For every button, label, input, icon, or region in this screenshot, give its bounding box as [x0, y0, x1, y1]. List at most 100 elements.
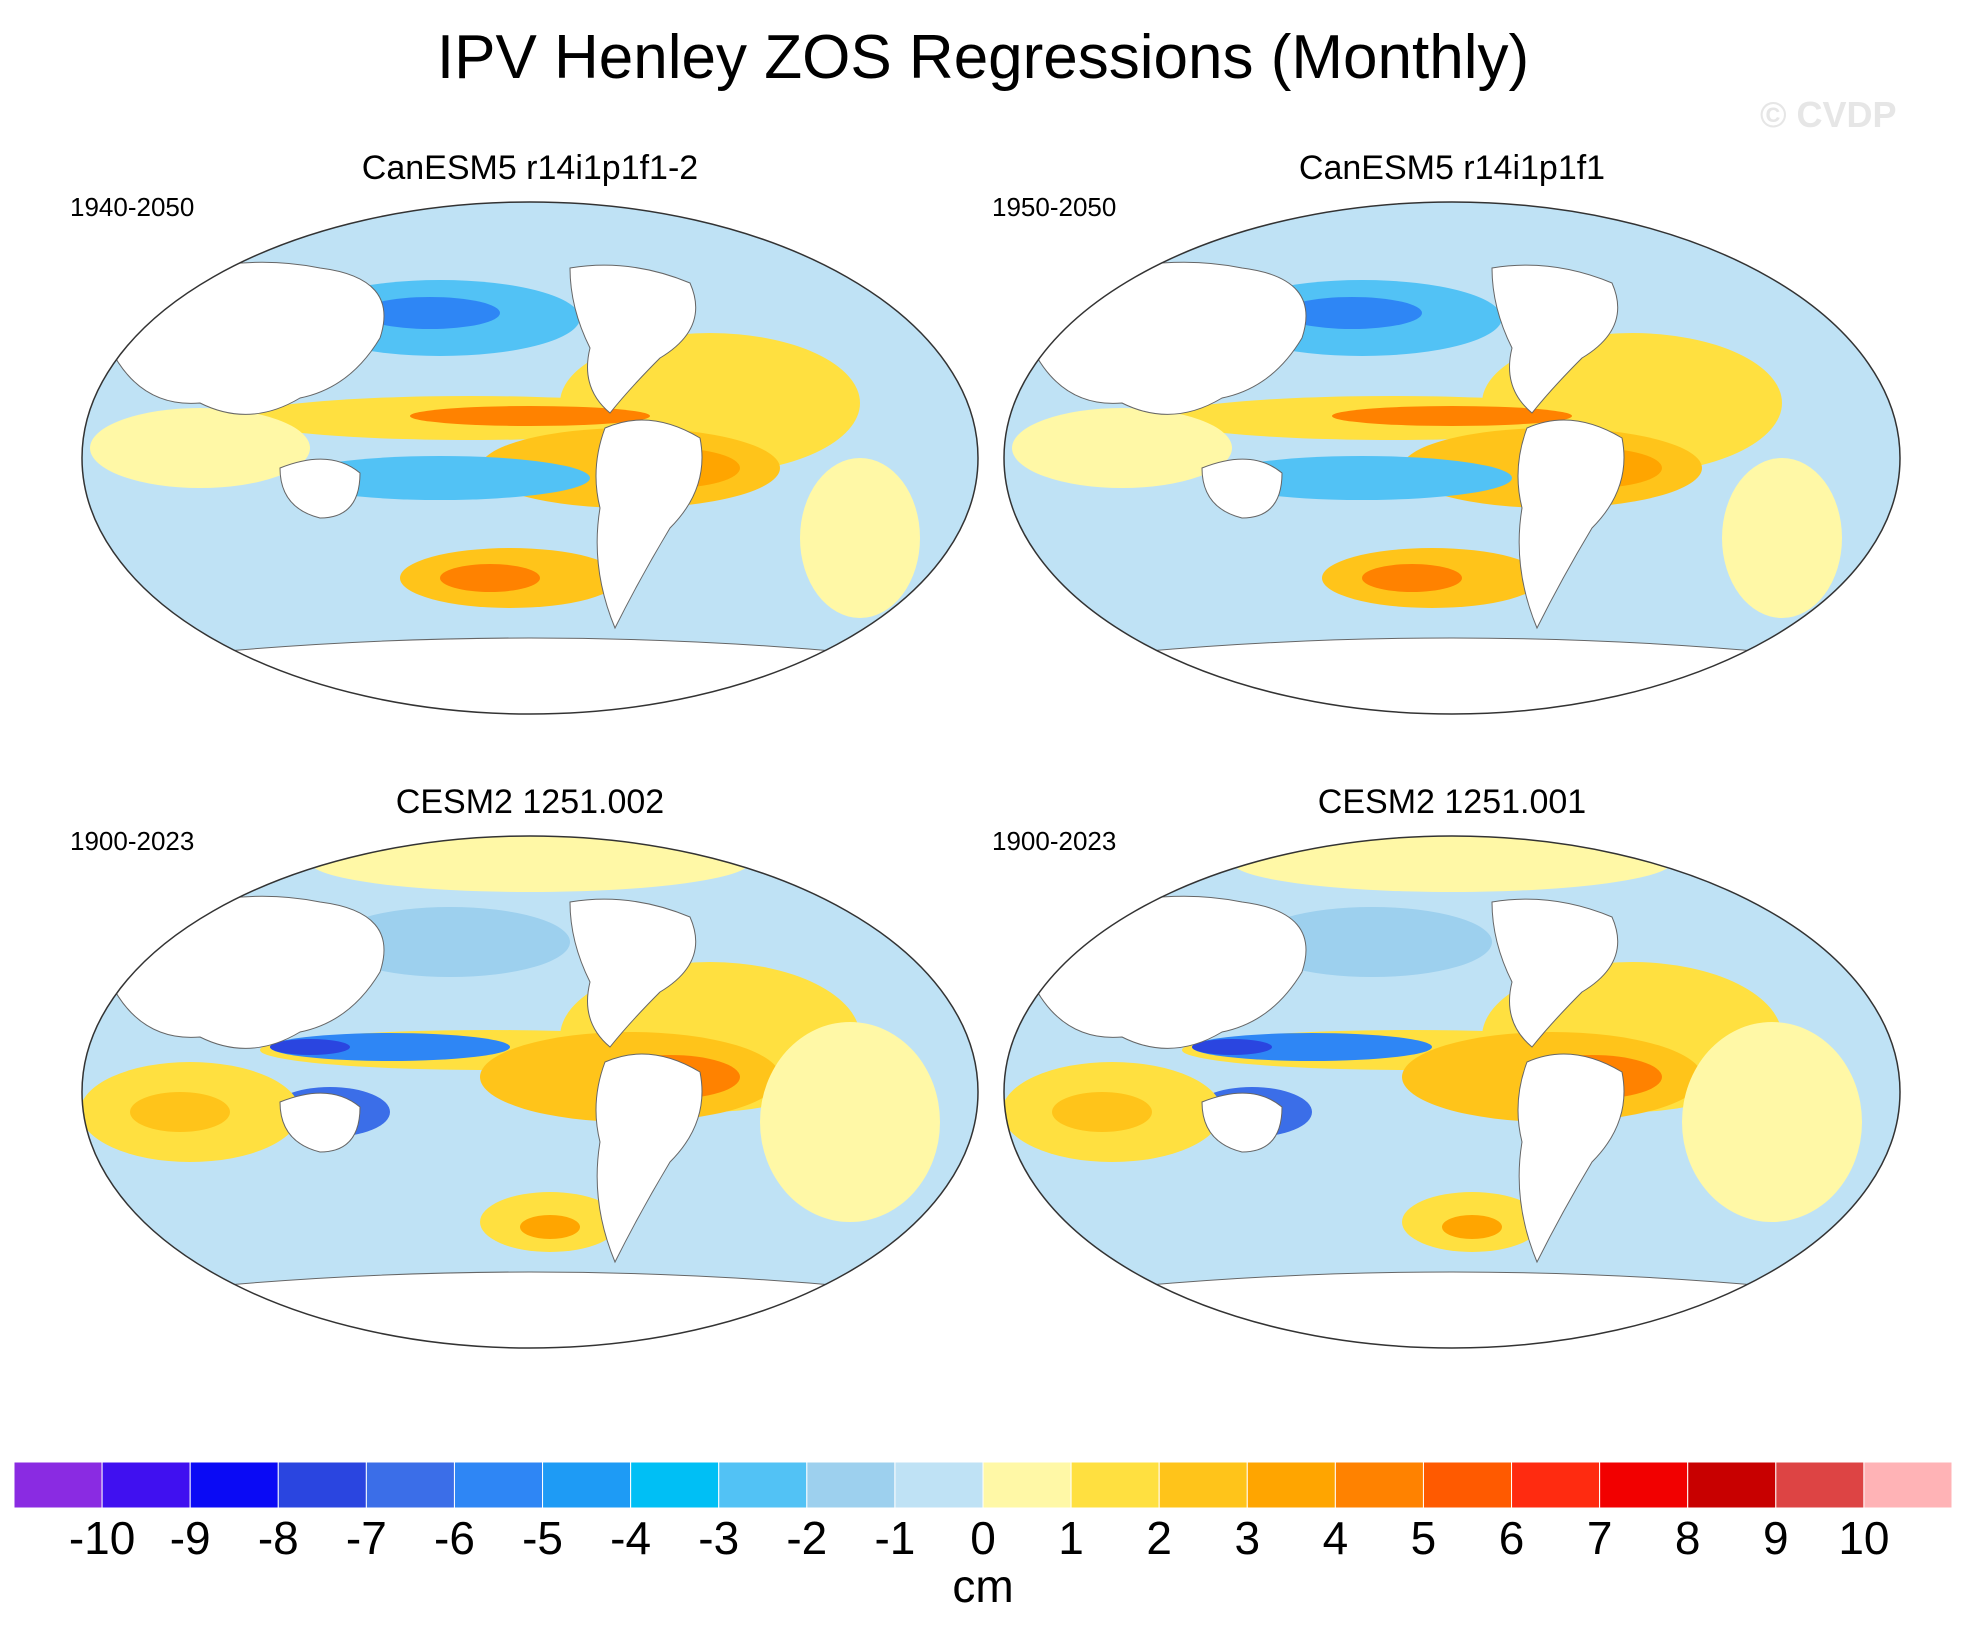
colorbar-tick-label: -5: [522, 1512, 563, 1564]
sw-pacific-negative: [1212, 456, 1512, 500]
indian-ocean-positive: [1012, 408, 1232, 488]
colorbar-tick-label: 3: [1234, 1512, 1261, 1564]
colorbar-swatch: [277, 1462, 367, 1508]
panel-4: CESM2 1251.001 1900-2023: [992, 782, 1912, 1362]
regression-map: [1003, 835, 1901, 1349]
colorbar-swatch: [1863, 1462, 1952, 1508]
indian-ocean-core: [1052, 1092, 1152, 1132]
colorbar-tick-label: 9: [1763, 1512, 1789, 1564]
colorbar-tick-label: -7: [345, 1512, 387, 1564]
nw-pacific-negative: [1252, 907, 1492, 977]
north-america-land: [569, 898, 697, 1048]
colorbar-swatch: [1422, 1462, 1513, 1508]
colorbar-swatch: [806, 1462, 896, 1508]
equatorial-core: [410, 406, 650, 426]
panel-period: 1900-2023: [992, 826, 1117, 856]
colorbar-tick-label: 1: [1058, 1512, 1084, 1564]
panel-3: CESM2 1251.002 1900-2023: [70, 782, 990, 1362]
cvdp-watermark: © CVDP: [1760, 94, 1897, 135]
west-pacific-core: [1192, 1039, 1272, 1055]
colorbar-swatch: [1246, 1462, 1336, 1508]
colorbar-tick-label: -4: [610, 1512, 652, 1564]
north-america-land: [1491, 898, 1619, 1048]
australia-land: [279, 1092, 361, 1153]
atlantic-positive: [800, 458, 920, 618]
regression-map: [81, 201, 979, 715]
arctic-positive: [310, 836, 750, 892]
south-america-land: [1517, 419, 1625, 630]
colorbar-swatch: [1334, 1462, 1424, 1508]
colorbar: [14, 1462, 1952, 1508]
colorbar-units: cm: [952, 1560, 1014, 1612]
figure-title: IPV Henley ZOS Regressions (Monthly): [436, 23, 1530, 92]
south-pacific-core: [1442, 1215, 1502, 1239]
colorbar-swatch: [453, 1462, 544, 1508]
nw-pacific-core: [1282, 297, 1422, 329]
west-pacific-negative: [270, 1033, 510, 1061]
colorbar-swatch: [1511, 1462, 1601, 1508]
colorbar-swatch: [1158, 1462, 1248, 1508]
colorbar-tick-label: 4: [1322, 1512, 1349, 1564]
panel-2: CanESM5 r14i1p1f1 1950-2050: [992, 148, 1912, 728]
colorbar-tick-label: 2: [1146, 1512, 1172, 1564]
colorbar-tick-label: -8: [257, 1512, 299, 1564]
panel-title: CESM2 1251.001: [1317, 783, 1587, 821]
indian-ocean-positive: [90, 408, 310, 488]
colorbar-tick-label: 5: [1410, 1512, 1437, 1564]
colorbar-tick-label: -3: [698, 1512, 740, 1564]
panel-period: 1940-2050: [70, 192, 195, 222]
colorbar-tick-label: -9: [169, 1512, 211, 1564]
colorbar-swatch: [894, 1462, 984, 1508]
panel-title: CanESM5 r14i1p1f1: [1298, 149, 1606, 187]
arctic-positive: [1232, 836, 1672, 892]
colorbar-tick-label: -2: [786, 1512, 828, 1564]
atlantic-positive: [1682, 1022, 1862, 1222]
atlantic-positive: [760, 1022, 940, 1222]
colorbar-swatch: [718, 1462, 808, 1508]
colorbar-tick-label: 6: [1498, 1512, 1525, 1564]
nw-pacific-core: [360, 297, 500, 329]
colorbar-swatch: [189, 1462, 279, 1508]
nw-pacific-negative: [330, 907, 570, 977]
panel-period: 1900-2023: [70, 826, 195, 856]
eurasia-land: [1031, 261, 1307, 415]
colorbar-tick-label: -6: [434, 1512, 475, 1564]
west-pacific-negative: [1192, 1033, 1432, 1061]
north-america-land: [1491, 264, 1619, 414]
colorbar-tick-label: -10: [68, 1512, 136, 1564]
colorbar-swatch: [982, 1462, 1072, 1508]
colorbar-tick-label: 7: [1586, 1512, 1613, 1564]
eurasia-land: [109, 895, 385, 1049]
globe-outline: [1003, 835, 1901, 1349]
colorbar-swatch: [1070, 1462, 1160, 1508]
globe-outline: [81, 835, 979, 1349]
colorbar-swatch: [1687, 1462, 1777, 1508]
sw-pacific-negative: [290, 456, 590, 500]
indian-ocean-core: [130, 1092, 230, 1132]
south-america-land: [1517, 1053, 1625, 1264]
colorbar-swatch: [14, 1462, 103, 1508]
equatorial-core: [1332, 406, 1572, 426]
colorbar-swatch: [1775, 1462, 1865, 1508]
south-pacific-core: [1362, 564, 1462, 592]
colorbar-tick-label: -1: [874, 1512, 916, 1564]
colorbar-swatch: [630, 1462, 720, 1508]
south-pacific-core: [520, 1215, 580, 1239]
eurasia-land: [109, 261, 385, 415]
regression-map: [1003, 201, 1901, 715]
australia-land: [1201, 1092, 1283, 1153]
globe-outline: [81, 201, 979, 715]
panel-title: CanESM5 r14i1p1f1-2: [361, 149, 699, 187]
australia-land: [1201, 458, 1283, 519]
colorbar-swatch: [542, 1462, 632, 1508]
australia-land: [279, 458, 361, 519]
colorbar-tick-label: 8: [1674, 1512, 1701, 1564]
colorbar-swatch: [365, 1462, 455, 1508]
west-pacific-core: [270, 1039, 350, 1055]
globe-outline: [1003, 201, 1901, 715]
colorbar-tick-label: 0: [970, 1512, 996, 1564]
eurasia-land: [1031, 895, 1307, 1049]
north-america-land: [569, 264, 697, 414]
south-america-land: [595, 1053, 703, 1264]
panel-period: 1950-2050: [992, 192, 1117, 222]
